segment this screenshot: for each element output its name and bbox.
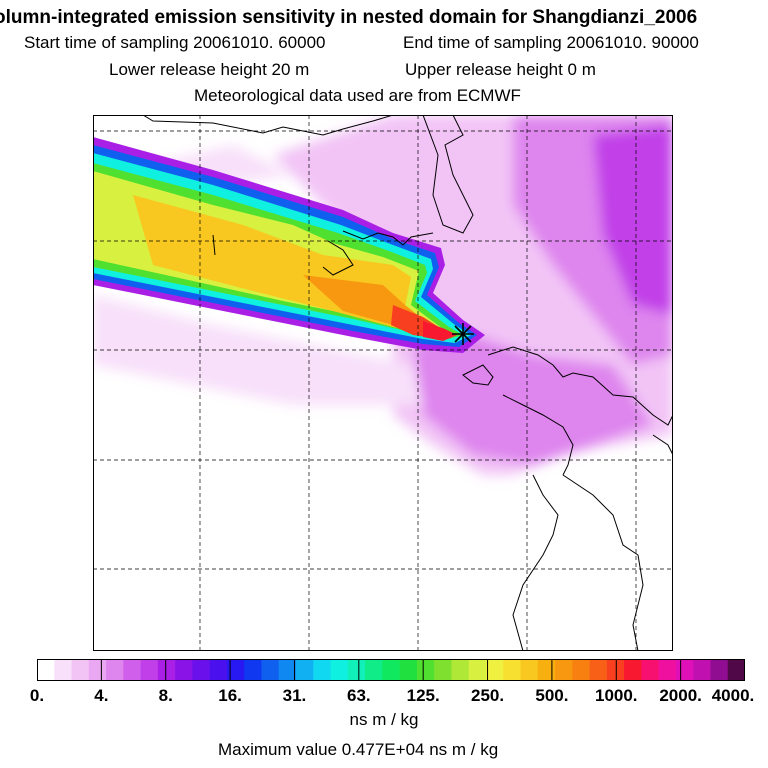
colorbar-cell [226, 659, 245, 681]
colorbar-cell [589, 659, 608, 681]
colorbar-tick-label: 1000. [594, 686, 638, 705]
graticule [93, 115, 673, 651]
colorbar-units: ns m / kg [349, 710, 419, 729]
lower-release-label: Lower release height 20 m [109, 60, 310, 79]
colorbar-cell [244, 659, 262, 681]
start-time-label: Start time of sampling 20061010. 60000 [24, 33, 326, 52]
colorbar-cell [710, 659, 729, 681]
colorbar-cell [278, 659, 297, 681]
colorbar [37, 659, 745, 681]
colorbar-cell [54, 659, 72, 681]
colorbar-cell [192, 659, 211, 681]
map-plot [93, 115, 673, 651]
colorbar-cell [434, 659, 452, 681]
colorbar-cell [296, 659, 314, 681]
colorbar-tick-label: 31. [282, 686, 307, 705]
colorbar-cell [503, 659, 521, 681]
colorbar-cell [382, 659, 401, 681]
colorbar-cell [106, 659, 124, 681]
colorbar-cell [37, 659, 55, 681]
colorbar-cell [485, 659, 504, 681]
colorbar-cell [727, 659, 745, 681]
colorbar-tick-label: 4. [94, 686, 109, 705]
colorbar-cell [641, 659, 660, 681]
colorbar-cell [451, 659, 470, 681]
colorbar-tick-label: 8. [158, 686, 173, 705]
colorbar-cell [624, 659, 642, 681]
colorbar-cell [468, 659, 487, 681]
colorbar-cell [261, 659, 280, 681]
end-time-label: End time of sampling 20061010. 90000 [403, 33, 699, 52]
colorbar-tick-label: 2000. [659, 686, 702, 705]
colorbar-tick-label: 4000. [711, 686, 755, 705]
colorbar-cell [399, 659, 418, 681]
colorbar-cell [123, 659, 142, 681]
colorbar-cell [658, 659, 677, 681]
colorbar-cell [537, 659, 556, 681]
upper-release-label: Upper release height 0 m [405, 60, 596, 79]
colorbar-cell [313, 659, 331, 681]
colorbar-cell [693, 659, 711, 681]
colorbar-cell [675, 659, 694, 681]
colorbar-cell [416, 659, 435, 681]
colorbar-tick-label: 63. [346, 686, 371, 705]
colorbar-cell [606, 659, 625, 681]
colorbar-cell [71, 659, 90, 681]
colorbar-cell [175, 659, 193, 681]
colorbar-cell [330, 659, 349, 681]
maximum-value-label: Maximum value 0.477E+04 ns m / kg [218, 740, 499, 759]
colorbar-tick-label: 125. [406, 686, 440, 705]
colorbar-tick-label: 500. [535, 686, 569, 705]
colorbar-cell [520, 659, 539, 681]
colorbar-cell [209, 659, 228, 681]
plot-title: olumn-integrated emission sensitivity in… [0, 7, 698, 28]
colorbar-tick-label: 250. [470, 686, 505, 705]
colorbar-tick-label: 16. [218, 686, 242, 705]
colorbar-cell [140, 659, 159, 681]
coastlines [142, 115, 673, 651]
met-data-label: Meteorological data used are from ECMWF [194, 86, 521, 105]
map-frame [93, 115, 673, 651]
colorbar-cell [555, 659, 573, 681]
receptor-cross-icon [452, 323, 474, 345]
colorbar-cell [157, 659, 176, 681]
colorbar-cell [88, 659, 107, 681]
emission-plume [93, 137, 485, 353]
colorbar-cell [365, 659, 383, 681]
colorbar-tick-label: 0. [29, 686, 45, 705]
colorbar-cell [347, 659, 366, 681]
colorbar-cell [572, 659, 590, 681]
